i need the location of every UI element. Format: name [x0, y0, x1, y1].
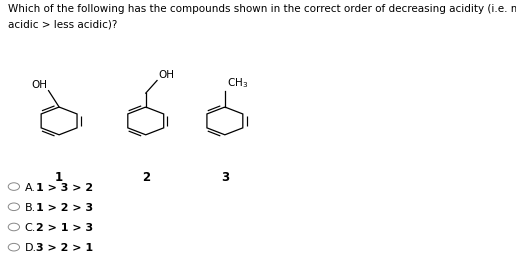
- Circle shape: [8, 243, 20, 251]
- Text: B.: B.: [24, 202, 36, 212]
- Text: A.: A.: [24, 182, 36, 192]
- Text: OH: OH: [31, 79, 47, 89]
- Text: 3 > 2 > 1: 3 > 2 > 1: [36, 242, 93, 252]
- Text: D.: D.: [24, 242, 37, 252]
- Text: 2: 2: [142, 170, 150, 183]
- Text: Which of the following has the compounds shown in the correct order of decreasin: Which of the following has the compounds…: [8, 5, 516, 14]
- Circle shape: [8, 203, 20, 211]
- Text: 3: 3: [221, 170, 229, 183]
- Circle shape: [8, 223, 20, 231]
- Text: CH$_3$: CH$_3$: [227, 76, 248, 90]
- Text: OH: OH: [158, 70, 174, 80]
- Text: 1 > 2 > 3: 1 > 2 > 3: [36, 202, 93, 212]
- Text: acidic > less acidic)?: acidic > less acidic)?: [8, 20, 118, 29]
- Text: C.: C.: [24, 222, 36, 232]
- Text: 1 > 3 > 2: 1 > 3 > 2: [36, 182, 93, 192]
- Text: 1: 1: [55, 170, 63, 183]
- Circle shape: [8, 183, 20, 190]
- Text: 2 > 1 > 3: 2 > 1 > 3: [36, 222, 93, 232]
